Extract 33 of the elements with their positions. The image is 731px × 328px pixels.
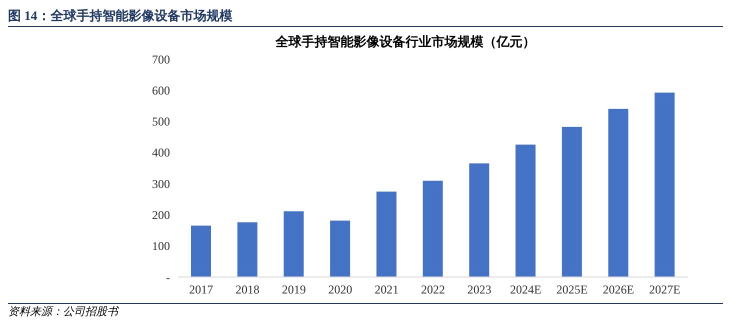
bar xyxy=(469,163,490,277)
bar xyxy=(376,192,396,277)
x-tick-label: 2025E xyxy=(556,282,588,297)
bar xyxy=(654,92,675,277)
x-tick-label: 2024E xyxy=(510,282,542,297)
x-tick-label: 2027E xyxy=(649,282,680,297)
chart-title: 图 14：全球手持智能影像设备市场规模 xyxy=(8,8,723,27)
bar xyxy=(284,211,304,277)
x-tick-label: 2018 xyxy=(236,282,260,297)
y-tick-label: 700 xyxy=(152,52,170,66)
y-tick-label: 600 xyxy=(152,83,170,98)
y-tick-label: 500 xyxy=(152,114,170,129)
y-tick-label: - xyxy=(166,270,170,284)
bar xyxy=(330,220,350,277)
bar xyxy=(516,144,536,277)
y-tick-label: 300 xyxy=(152,176,170,191)
bar xyxy=(237,222,258,277)
x-tick-label: 2021 xyxy=(374,282,399,297)
text: 资料来源：公司招股书 xyxy=(8,304,723,319)
x-tick-label: 2017 xyxy=(189,282,214,297)
y-tick-label: 400 xyxy=(152,146,170,160)
bar xyxy=(608,108,628,277)
x-tick-label: 2022 xyxy=(421,282,445,297)
bar xyxy=(422,180,443,277)
x-tick-label: 2023 xyxy=(467,282,492,297)
x-tick-label: 2026E xyxy=(602,282,634,297)
x-tick-label: 2019 xyxy=(282,282,306,297)
bar xyxy=(191,226,211,277)
x-tick-label: 2020 xyxy=(328,282,352,297)
y-tick-label: 200 xyxy=(152,208,170,222)
bar xyxy=(562,126,582,277)
chart-subtitle: 全球手持智能影像设备行业市场规模（亿元） xyxy=(274,33,536,51)
y-tick-label: 100 xyxy=(152,239,170,254)
